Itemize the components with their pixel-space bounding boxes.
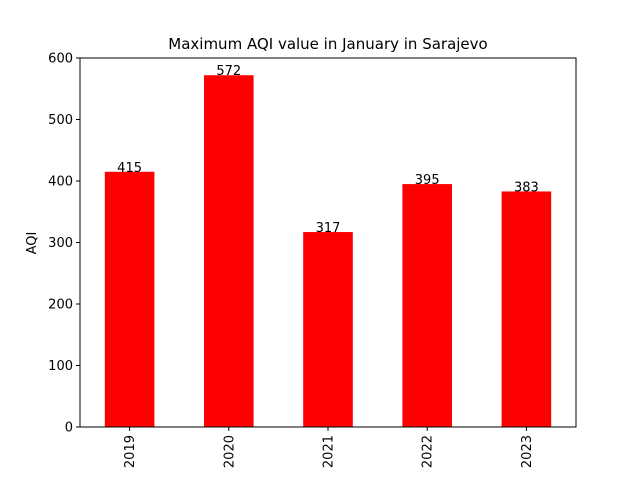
value-label: 395 [415,173,440,188]
x-tick-label: 2019 [123,435,138,468]
bar [303,232,353,427]
value-label: 317 [316,221,341,236]
plot-frame [79,57,577,428]
y-tick-label: 100 [48,359,73,374]
y-tick-label: 400 [48,175,73,190]
value-label: 383 [514,180,539,195]
bar [501,191,552,427]
y-tick-label: 0 [65,421,73,436]
x-tick-label: 2020 [222,435,237,468]
x-tick-label: 2022 [421,435,436,468]
y-tick-label: 500 [48,113,73,128]
bar [104,171,155,427]
y-tick-label: 600 [48,52,73,67]
value-label: 415 [117,161,142,176]
y-tick-label: 300 [48,236,73,251]
chart-title: Maximum AQI value in January in Sarajevo [168,35,487,53]
x-tick-label: 2023 [520,435,535,468]
bar [204,75,254,427]
y-axis-label: AQI [25,232,40,255]
bar [402,184,452,427]
x-tick-label: 2021 [322,435,337,468]
value-label: 572 [216,64,241,79]
y-tick-label: 200 [48,298,73,313]
